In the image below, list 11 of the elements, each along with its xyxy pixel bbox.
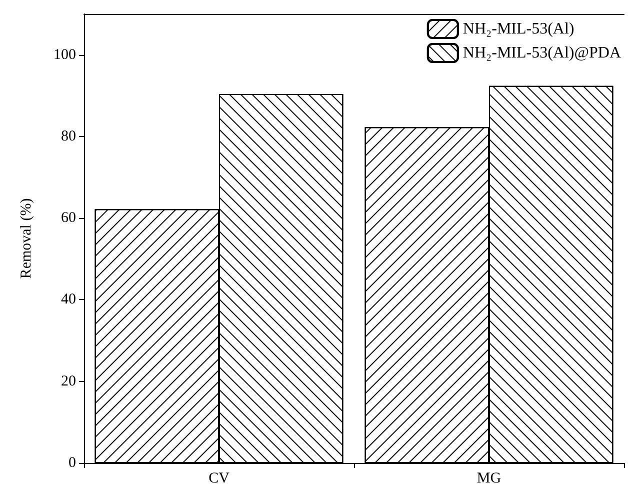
y-tick-label: 100 <box>54 46 76 63</box>
y-axis-title: Removal (%) <box>18 198 34 279</box>
y-tick-label: 60 <box>61 210 76 226</box>
x-tick-label: MG <box>476 470 502 486</box>
y-tick-label: 40 <box>61 292 76 308</box>
x-tick-label: CV <box>208 470 230 486</box>
legend-label: NH₂-MIL-53(Al)@PDA <box>462 44 622 62</box>
y-tick-label: 0 <box>68 455 76 471</box>
legend-label: NH₂-MIL-53(Al) <box>462 20 574 38</box>
y-tick-label: 80 <box>61 128 76 144</box>
y-tick-label: 20 <box>61 373 76 390</box>
